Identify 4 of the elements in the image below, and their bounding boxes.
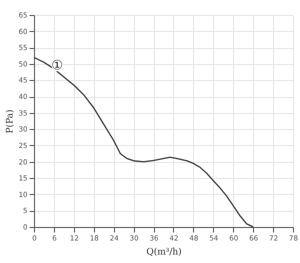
annotation: ① [51,58,64,74]
line-series [33,56,254,228]
y-axis-title: P(Pa) [6,109,16,134]
x-axis-title: Q(m³/h) [146,248,182,258]
